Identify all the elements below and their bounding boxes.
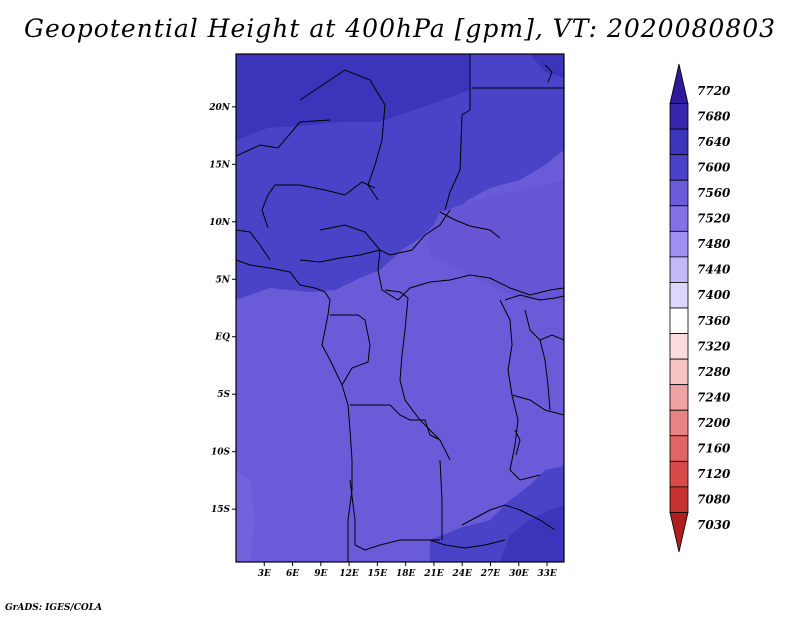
lon-tick-label: 15E — [368, 569, 388, 579]
colorbar-swatch — [669, 358, 689, 386]
field-band-7560-east — [428, 180, 564, 300]
colorbar-label: 7240 — [697, 390, 731, 404]
lon-tick-label: 21E — [423, 569, 444, 579]
lat-tick-label: EQ — [214, 333, 230, 343]
colorbar-label: 7520 — [697, 212, 731, 226]
map-frame — [235, 53, 565, 563]
colorbar-swatch — [669, 230, 689, 258]
colorbar-label: 7720 — [697, 84, 731, 98]
lon-tick-label: 30E — [509, 569, 529, 579]
colorbar-swatch — [669, 460, 689, 488]
colorbar-label: 7280 — [697, 365, 731, 379]
colorbar-swatch — [669, 103, 689, 130]
lon-tick-label: 18E — [396, 569, 416, 579]
lat-tick-label: 10N — [209, 218, 231, 228]
colorbar-label: 7560 — [697, 186, 731, 200]
lat-tick-label: 15N — [209, 160, 231, 170]
colorbar-swatch — [669, 486, 689, 513]
lat-tick-label: 5S — [217, 390, 230, 400]
colorbar: 7720 7680 7640 7600 7560 7520 7480 7440 7400 7360… — [669, 63, 731, 553]
lat-tick-label: 10S — [211, 448, 231, 458]
field-band-7640-ne — [530, 54, 564, 78]
longitude-axis: 3E 6E 9E 12E 15E 18E 21E 24E 27E 30E 33E — [258, 562, 557, 579]
lon-tick-label: 33E — [537, 569, 557, 579]
colorbar-swatch — [669, 512, 689, 553]
colorbar-swatch — [669, 282, 689, 309]
field-band-7640-south — [500, 505, 564, 562]
colorbar-swatch — [669, 384, 689, 411]
colorbar-swatch — [669, 256, 689, 283]
colorbar-swatch — [669, 154, 689, 181]
colorbar-swatch — [669, 128, 689, 156]
lat-tick-label: 5N — [216, 275, 231, 285]
colorbar-label: 7080 — [697, 493, 731, 507]
colorbar-label: 7200 — [697, 416, 731, 430]
colorbar-swatch — [669, 435, 689, 462]
colorbar-swatch — [669, 409, 689, 437]
lat-tick-label: 15S — [211, 505, 231, 515]
colorbar-swatch — [669, 205, 689, 232]
lon-tick-label: 27E — [480, 569, 501, 579]
colorbar-swatch — [669, 333, 689, 360]
field-band-7520-sw — [236, 470, 255, 562]
map-title: Geopotential Height at 400hPa [gpm], VT:… — [23, 14, 777, 43]
colorbar-label: 7360 — [697, 314, 731, 328]
colorbar-label: 7120 — [697, 467, 731, 481]
colorbar-label: 7680 — [697, 109, 731, 123]
lat-tick-label: 20N — [208, 103, 231, 113]
colorbar-swatch — [669, 307, 689, 334]
colorbar-label: 7640 — [697, 135, 731, 149]
colorbar-label: 7480 — [697, 237, 731, 251]
colorbar-label: 7440 — [697, 263, 731, 277]
colorbar-label: 7600 — [697, 160, 731, 174]
colorbar-label: 7320 — [697, 339, 731, 353]
country-borders — [236, 54, 564, 562]
lon-tick-label: 3E — [258, 569, 271, 579]
colorbar-label: 7400 — [697, 288, 731, 302]
colorbar-label: 7160 — [697, 442, 731, 456]
colorbar-swatch — [669, 63, 689, 104]
lon-tick-label: 24E — [452, 569, 473, 579]
height-field — [236, 54, 564, 562]
lon-tick-label: 9E — [314, 569, 327, 579]
footer-credit: GrADS: IGES/COLA — [5, 603, 103, 613]
lon-tick-label: 6E — [286, 569, 299, 579]
colorbar-label: 7030 — [697, 518, 731, 532]
field-band-7640-north — [236, 54, 470, 140]
latitude-axis: 20N 15N 10N 5N EQ 5S 10S 15S — [208, 103, 236, 515]
lon-tick-label: 12E — [339, 569, 359, 579]
colorbar-swatch — [669, 179, 689, 207]
